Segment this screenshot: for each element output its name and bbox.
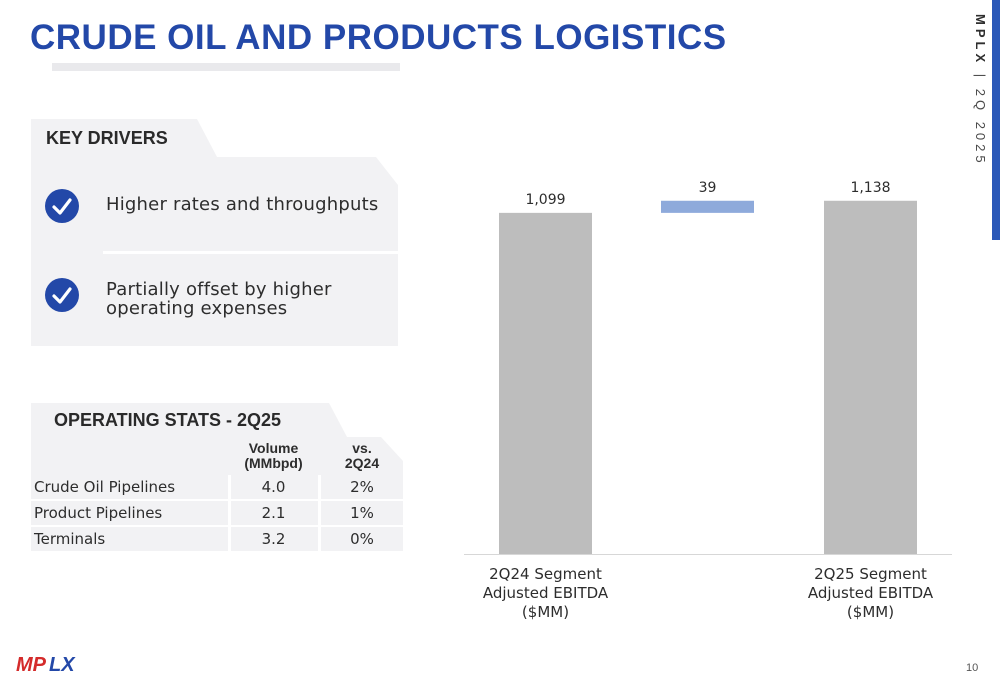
side-label-brand: MPLX (973, 14, 988, 67)
key-drivers-heading: KEY DRIVERS (31, 119, 197, 157)
operating-stats-tab-corner (329, 403, 347, 437)
column-header-vs-line2: 2Q24 (344, 455, 380, 471)
side-label-separator: | (973, 66, 988, 89)
key-driver-text-line2: operating expenses (106, 298, 288, 319)
mplx-logo: MP LX (16, 654, 76, 676)
row-vs: 2% (350, 478, 374, 496)
logo-mp: MP (16, 654, 47, 676)
key-drivers-panel: Higher rates and throughputs Partially o… (31, 157, 398, 346)
data-label: 1,138 (850, 180, 890, 196)
title-underline (52, 63, 400, 71)
category-label: ($MM) (847, 603, 894, 621)
key-driver-text-line1: Partially offset by higher (106, 279, 332, 300)
row-label: Terminals (34, 530, 106, 548)
column-header-volume: Volume (MMbpd) (231, 441, 316, 471)
logo-lx: LX (49, 654, 76, 676)
row-label: Product Pipelines (34, 504, 163, 522)
column-divider (228, 475, 231, 551)
row-vs: 0% (350, 530, 374, 548)
side-label-period: 2Q 2025 (973, 88, 988, 167)
delta-bar (661, 200, 754, 213)
row-volume: 4.0 (261, 478, 286, 496)
table-row: Crude Oil Pipelines 4.0 2% (31, 475, 403, 499)
row-volume: 2.1 (261, 504, 286, 522)
column-header-volume-line1: Volume (248, 440, 299, 456)
category-label: Adjusted EBITDA (483, 584, 609, 602)
side-accent-bar (992, 0, 1000, 240)
operating-stats-heading: OPERATING STATS - 2Q25 (31, 403, 329, 437)
page-number: 10 (966, 662, 979, 674)
column-divider (318, 475, 321, 551)
total-bar (824, 200, 917, 554)
column-header-vs-line1: vs. (352, 440, 372, 456)
table-row: Product Pipelines 2.1 1% (31, 501, 403, 525)
panel-corner (376, 157, 398, 185)
column-header-vs: vs. 2Q24 (321, 441, 403, 471)
key-driver-text: Partially offset by higher operating exp… (106, 280, 332, 318)
key-driver-text: Higher rates and throughputs (106, 194, 379, 215)
table-header: Volume (MMbpd) vs. 2Q24 (31, 437, 403, 475)
row-volume: 3.2 (261, 530, 286, 548)
total-bar (499, 212, 592, 554)
category-label: ($MM) (522, 603, 569, 621)
category-label: Adjusted EBITDA (808, 584, 934, 602)
row-label: Crude Oil Pipelines (34, 478, 176, 496)
side-label: MPLX | 2Q 2025 (960, 14, 994, 167)
page-title: CRUDE OIL AND PRODUCTS LOGISTICS (30, 18, 727, 57)
column-header-volume-line2: (MMbpd) (244, 455, 303, 471)
key-driver-divider (103, 251, 398, 254)
data-label: 1,099 (525, 192, 565, 208)
key-drivers-tab-corner (197, 119, 217, 157)
row-vs: 1% (350, 504, 374, 522)
category-label: 2Q25 Segment (814, 565, 927, 583)
check-icon (45, 278, 79, 312)
table-header-corner (381, 437, 403, 461)
category-label: 2Q24 Segment (489, 565, 602, 583)
check-icon (45, 189, 79, 223)
data-label: 39 (699, 180, 717, 196)
table-row: Terminals 3.2 0% (31, 527, 403, 551)
